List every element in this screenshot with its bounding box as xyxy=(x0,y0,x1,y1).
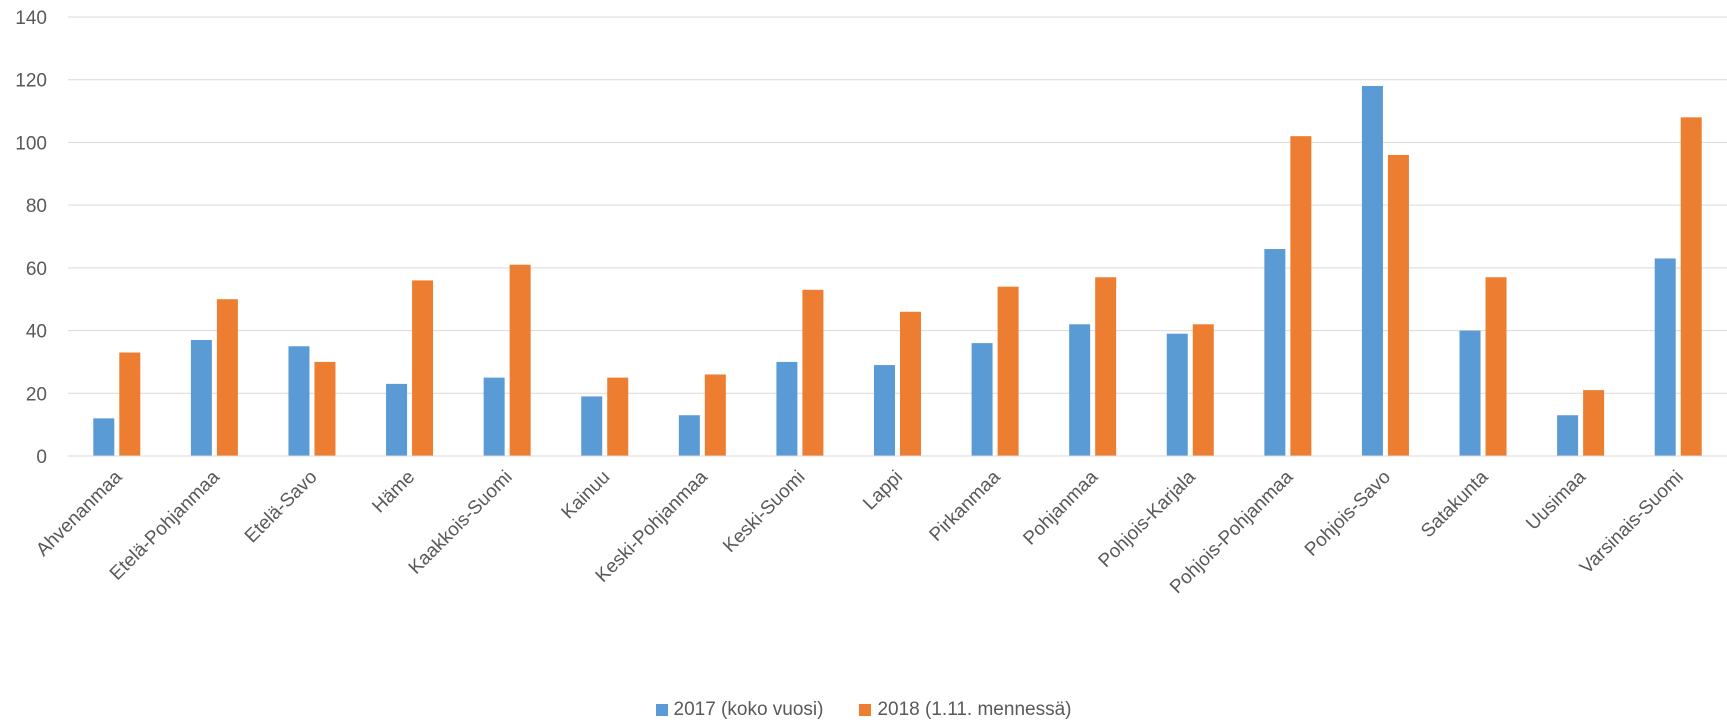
bar-2017 xyxy=(678,415,700,456)
bar-2017 xyxy=(190,339,212,456)
y-tick-label: 0 xyxy=(36,447,47,468)
y-tick-label: 40 xyxy=(26,322,47,343)
bar-2018 xyxy=(1680,117,1702,456)
legend-swatch-2017 xyxy=(655,704,668,716)
bar-2018 xyxy=(1095,277,1117,456)
bar-2018 xyxy=(1387,154,1409,456)
y-axis-ticks: 0 20 40 60 80 100 120 140 xyxy=(15,8,47,468)
bar-2018 xyxy=(119,352,141,456)
legend-item-2018: 2018 (1.11. mennessä) xyxy=(859,699,1071,721)
x-category-label: Pirkanmaa xyxy=(926,466,1005,545)
x-category-label: Kaakkois-Suomi xyxy=(405,467,517,579)
bar-2017 xyxy=(874,365,895,456)
y-tick-label: 60 xyxy=(26,259,47,280)
legend-item-2017: 2017 (koko vuosi) xyxy=(655,699,824,721)
y-tick-label: 120 xyxy=(15,71,47,92)
bar-2017 xyxy=(288,346,310,456)
y-tick-label: 80 xyxy=(26,196,47,217)
bars xyxy=(93,85,1702,456)
x-category-label: Uusimaa xyxy=(1522,466,1590,534)
bar-2018 xyxy=(216,299,238,456)
bar-2017 xyxy=(1166,333,1188,456)
bar-2017 xyxy=(93,418,115,456)
x-category-label: Lappi xyxy=(859,467,907,515)
y-tick-label: 140 xyxy=(15,8,47,29)
x-category-label: Häme xyxy=(368,467,419,518)
y-tick-label: 20 xyxy=(26,384,47,405)
bar-2018 xyxy=(1290,136,1312,456)
x-category-label: Kainuu xyxy=(558,467,615,524)
bar-2018 xyxy=(802,289,824,456)
bar-2018 xyxy=(412,280,434,456)
x-category-label: Ahvenanmaa xyxy=(32,466,126,560)
legend-label-2017: 2017 (koko vuosi) xyxy=(673,699,824,720)
bar-2017 xyxy=(1069,324,1091,456)
bar-2018 xyxy=(1485,277,1507,456)
bar-2018 xyxy=(607,377,629,456)
bar-2017 xyxy=(1654,258,1676,456)
x-category-label: Keski-Suomi xyxy=(719,467,809,557)
bar-2017 xyxy=(1264,249,1286,456)
bar-2018 xyxy=(997,286,1019,456)
bar-2017 xyxy=(483,377,505,456)
bar-2018 xyxy=(704,374,726,456)
bar-2018 xyxy=(1583,390,1605,456)
bar-2017 xyxy=(1459,330,1481,456)
legend: 2017 (koko vuosi) 2018 (1.11. mennessä) xyxy=(0,698,1727,722)
bar-2017 xyxy=(581,396,603,456)
bar-2018 xyxy=(900,311,921,456)
bar-2017 xyxy=(1361,85,1383,456)
y-tick-label: 100 xyxy=(15,133,47,154)
legend-label-2018: 2018 (1.11. mennessä) xyxy=(877,699,1072,720)
bar-2017 xyxy=(971,343,993,456)
x-category-label: Pohjanmaa xyxy=(1019,466,1102,549)
bar-2018 xyxy=(1192,324,1214,456)
x-category-label: Etelä-Savo xyxy=(241,467,322,548)
bar-2018 xyxy=(314,361,336,456)
gridlines xyxy=(68,16,1727,394)
x-category-label: Satakunta xyxy=(1417,466,1493,542)
x-category-label: Pohjois-Karjala xyxy=(1095,466,1201,572)
x-category-label: Varsinais-Suomi xyxy=(1576,467,1688,579)
x-category-label: Pohjois-Savo xyxy=(1301,467,1395,561)
bar-2018 xyxy=(509,264,531,456)
bar-2017 xyxy=(1557,415,1579,456)
legend-swatch-2018 xyxy=(859,704,872,716)
bar-2017 xyxy=(776,361,798,456)
bar-2017 xyxy=(386,383,408,456)
